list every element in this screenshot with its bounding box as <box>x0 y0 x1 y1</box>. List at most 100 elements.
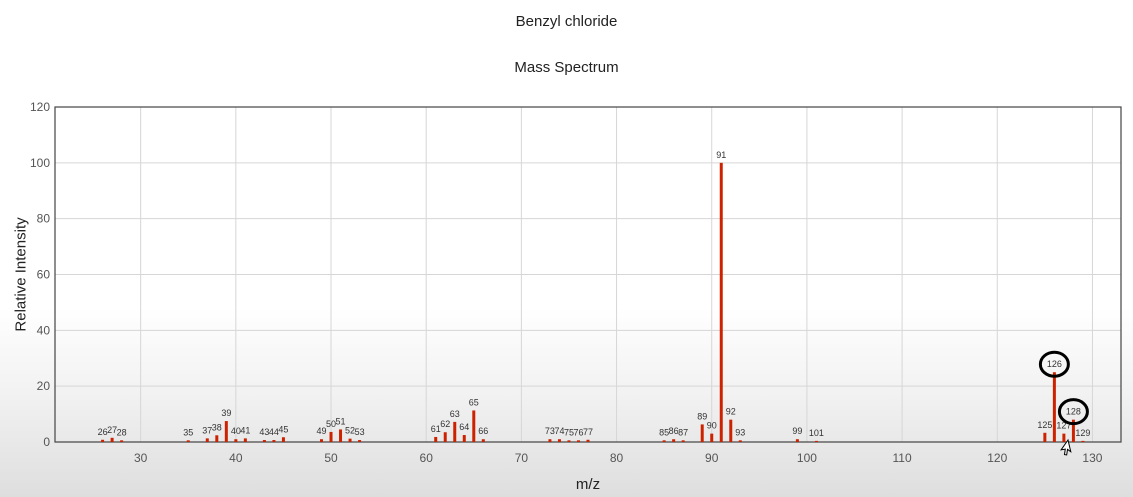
peak-bar <box>719 162 723 443</box>
peak-label: 51 <box>336 416 346 426</box>
hand-drawn-circle <box>1057 398 1089 426</box>
peak-label: 41 <box>240 425 250 435</box>
peak-label: 38 <box>212 422 222 432</box>
peak-label: 28 <box>117 427 127 437</box>
y-tick-label: 20 <box>37 379 51 393</box>
peak-label: 66 <box>478 426 488 436</box>
x-tick-label: 100 <box>797 451 817 465</box>
peak-label: 52 <box>345 426 355 436</box>
peak-bar <box>453 421 457 442</box>
y-tick-label: 60 <box>37 268 51 282</box>
peak-label: 65 <box>469 397 479 407</box>
peak-bar <box>729 419 733 442</box>
peak-bar <box>662 440 666 442</box>
peak-label: 26 <box>98 427 108 437</box>
peak-bar <box>110 437 114 442</box>
peak-label: 73 <box>545 426 555 436</box>
peak-label: 85 <box>659 427 669 437</box>
peak-label: 77 <box>583 427 593 437</box>
peak-label: 126 <box>1047 359 1062 369</box>
peak-label: 64 <box>459 422 469 432</box>
peaks <box>101 162 1085 443</box>
peak-bar <box>262 440 266 442</box>
x-axis-label: m/z <box>576 476 600 493</box>
peak-bar <box>339 429 343 442</box>
peak-label: 39 <box>221 408 231 418</box>
peak-bar <box>348 438 352 442</box>
peak-label: 62 <box>440 419 450 429</box>
y-tick-label: 100 <box>30 156 50 170</box>
peak-label: 74 <box>554 426 564 436</box>
peak-bar <box>548 439 552 442</box>
y-ticks: 0 20 40 60 80 100 120 <box>30 100 50 449</box>
peak-label: 61 <box>431 424 441 434</box>
peak-bar <box>576 440 580 442</box>
peak-label: 125 <box>1037 420 1052 430</box>
peak-bar <box>215 435 219 442</box>
x-tick-label: 90 <box>705 451 719 465</box>
hand-drawn-circle <box>1038 350 1070 378</box>
x-tick-label: 70 <box>515 451 529 465</box>
peak-bar <box>272 440 276 442</box>
peak-label: 93 <box>735 427 745 437</box>
peak-label: 87 <box>678 427 688 437</box>
x-tick-label: 40 <box>229 451 243 465</box>
x-tick-label: 50 <box>324 451 338 465</box>
peak-bar <box>710 433 714 442</box>
peak-label: 37 <box>202 425 212 435</box>
peak-bar <box>672 439 676 442</box>
y-tick-label: 120 <box>30 100 50 114</box>
peak-bar <box>795 439 799 442</box>
peak-bar <box>681 440 685 442</box>
peak-label: 128 <box>1066 407 1081 417</box>
peak-bar <box>120 440 124 442</box>
cursor-pointer-icon <box>1060 438 1072 456</box>
peak-bar <box>1062 433 1066 442</box>
x-tick-label: 120 <box>987 451 1007 465</box>
peak-label: 99 <box>792 426 802 436</box>
chart-subtitle: Mass Spectrum <box>514 59 619 76</box>
peak-bar <box>434 436 438 442</box>
peak-bar <box>1071 419 1075 442</box>
peak-label: 35 <box>183 427 193 437</box>
x-ticks: 30 40 50 60 70 80 90 100 110 120 130 <box>134 451 1103 465</box>
peak-label: 43 <box>259 427 269 437</box>
peak-label: 89 <box>697 411 707 421</box>
peak-bar <box>205 438 209 442</box>
peak-bar <box>1081 440 1085 442</box>
peak-bar <box>329 431 333 442</box>
peak-bar <box>243 438 247 442</box>
peak-bar <box>462 435 466 442</box>
peak-label: 45 <box>278 424 288 434</box>
peak-bar <box>281 437 285 442</box>
peak-bar <box>472 410 476 442</box>
peak-bar <box>1052 372 1056 442</box>
peak-label: 86 <box>669 426 679 436</box>
peak-label: 27 <box>107 425 117 435</box>
peak-label: 127 <box>1056 421 1071 431</box>
peak-bar <box>481 439 485 442</box>
peak-bar <box>320 439 323 442</box>
x-tick-label: 130 <box>1082 451 1102 465</box>
peak-label: 92 <box>726 407 736 417</box>
peak-bar <box>443 432 447 442</box>
peak-bar <box>814 440 818 442</box>
peak-label: 49 <box>316 426 326 436</box>
peak-bar <box>557 439 561 442</box>
peak-label: 44 <box>269 427 279 437</box>
gridlines <box>55 106 1121 443</box>
x-tick-label: 60 <box>420 451 434 465</box>
peak-bar <box>358 440 362 442</box>
peak-bar <box>234 439 238 442</box>
peak-label: 63 <box>450 409 460 419</box>
y-tick-label: 0 <box>43 435 50 449</box>
peak-bar <box>586 439 590 442</box>
annotations <box>1038 350 1089 426</box>
peak-label: 50 <box>326 419 336 429</box>
chart-title: Benzyl chloride <box>515 13 618 30</box>
peak-bar <box>186 440 190 442</box>
peak-bar <box>224 421 228 442</box>
peak-label: 129 <box>1075 428 1090 438</box>
